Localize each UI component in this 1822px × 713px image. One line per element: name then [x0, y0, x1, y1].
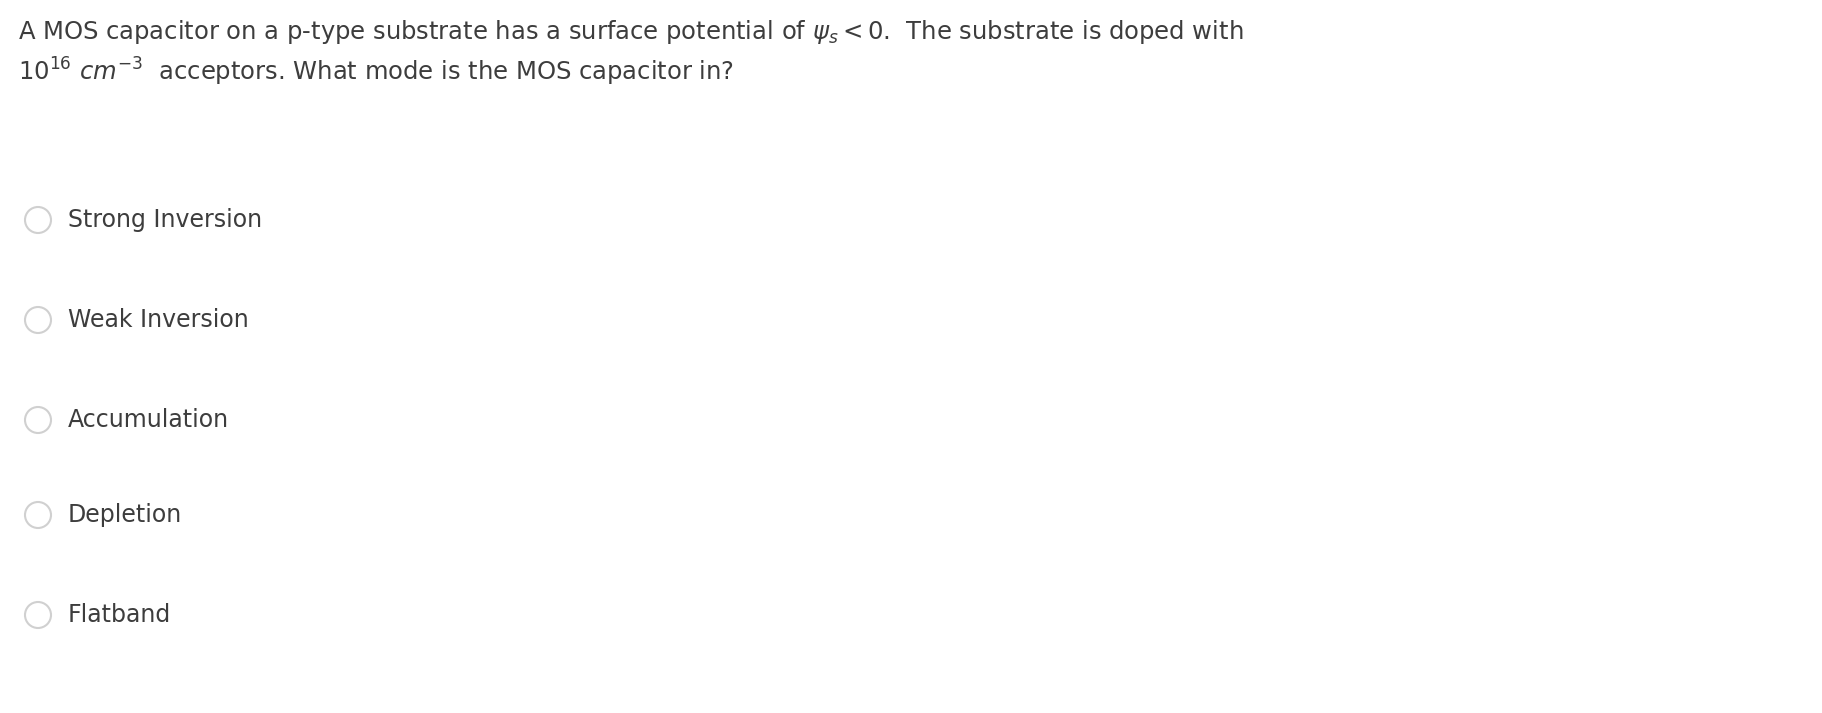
Text: $10^{16}\ \mathit{cm}^{-3}$  acceptors. What mode is the MOS capacitor in?: $10^{16}\ \mathit{cm}^{-3}$ acceptors. W…: [18, 56, 734, 88]
Text: Accumulation: Accumulation: [67, 408, 230, 432]
Text: A MOS capacitor on a p-type substrate has a surface potential of $\psi_s < 0$.  : A MOS capacitor on a p-type substrate ha…: [18, 18, 1243, 46]
Text: Flatband: Flatband: [67, 603, 171, 627]
Text: Weak Inversion: Weak Inversion: [67, 308, 250, 332]
Text: Depletion: Depletion: [67, 503, 182, 527]
Text: Strong Inversion: Strong Inversion: [67, 208, 262, 232]
